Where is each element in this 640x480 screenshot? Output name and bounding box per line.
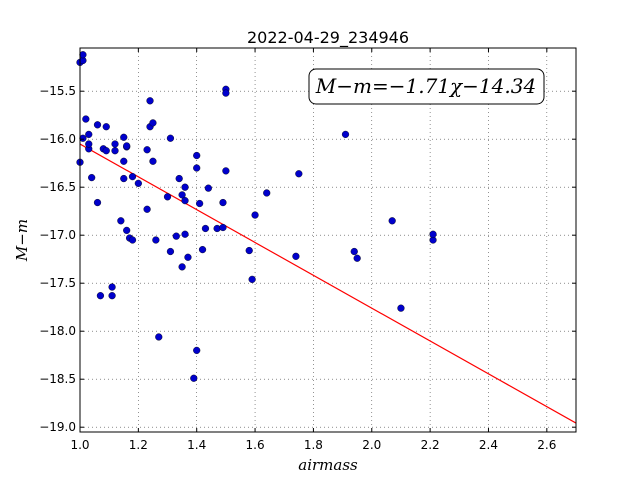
fit-line <box>80 143 576 424</box>
data-point <box>96 292 105 300</box>
y-tick-label: −16.0 <box>39 132 76 146</box>
data-point <box>149 119 157 127</box>
data-point <box>193 151 201 160</box>
data-point <box>102 147 110 155</box>
data-point <box>219 223 227 232</box>
data-point <box>102 123 110 131</box>
data-point <box>172 232 180 240</box>
data-point <box>397 304 405 312</box>
data-point <box>152 236 160 244</box>
x-tick-label: 2.2 <box>421 438 440 452</box>
data-point <box>85 130 93 139</box>
x-tick-label: 1.0 <box>70 438 89 452</box>
data-point <box>353 254 361 262</box>
data-point <box>178 263 186 271</box>
data-point <box>163 193 172 201</box>
y-tick-label: −16.5 <box>39 180 76 194</box>
plot-frame <box>79 47 577 433</box>
data-point <box>120 174 128 183</box>
data-point <box>184 253 192 261</box>
x-tick-label: 1.6 <box>246 438 265 452</box>
data-point <box>204 184 212 192</box>
data-point <box>341 130 350 139</box>
y-tick-label: −18.0 <box>39 324 76 338</box>
data-point <box>93 121 102 129</box>
equation-text: M−m=−1.71χ−14.34 <box>315 74 536 98</box>
data-point <box>193 164 201 172</box>
data-point <box>219 198 227 207</box>
data-point <box>149 157 157 165</box>
data-point <box>79 51 87 59</box>
data-point <box>146 97 154 105</box>
x-tick-label: 2.4 <box>479 438 498 452</box>
data-point <box>295 170 303 178</box>
x-tick-label: 1.2 <box>129 438 148 452</box>
data-point <box>128 236 137 244</box>
data-point <box>198 246 207 254</box>
equation-box <box>308 68 545 105</box>
data-point <box>292 252 300 260</box>
data-point <box>85 140 93 148</box>
data-point <box>123 226 131 235</box>
data-point <box>93 198 102 207</box>
data-point <box>117 217 125 225</box>
data-point <box>166 247 175 256</box>
data-point <box>120 157 128 165</box>
equation-annotation: M−m=−1.71χ−14.34 <box>308 68 545 105</box>
data-point <box>245 246 253 255</box>
data-point <box>123 142 131 150</box>
data-point <box>175 174 183 183</box>
data-point <box>222 89 230 97</box>
x-axis-label: airmass <box>298 456 358 474</box>
data-point <box>178 191 186 199</box>
chart-title: 2022-04-29_234946 <box>247 28 409 48</box>
plot-area: 1.0 1.2 1.4 1.6 1.8 2.0 2.2 2.4 2.6 −15.5 −16.0 −16… <box>39 47 577 452</box>
data-point <box>134 179 142 187</box>
data-point <box>143 146 151 154</box>
data-point <box>111 140 119 148</box>
data-point <box>181 197 189 205</box>
x-tick-label: 2.6 <box>537 438 556 452</box>
data-point <box>196 199 204 208</box>
data-point <box>166 134 175 142</box>
data-point <box>120 133 128 141</box>
x-tick-label: 1.4 <box>187 438 206 452</box>
data-point <box>108 292 116 300</box>
data-point <box>222 167 230 175</box>
data-point <box>181 230 189 238</box>
data-point <box>128 173 137 181</box>
y-tick-label: −18.5 <box>39 372 76 386</box>
y-tick-label: −17.0 <box>39 228 76 242</box>
data-point <box>193 346 201 355</box>
data-point <box>251 211 259 219</box>
data-point <box>350 247 358 256</box>
data-point <box>88 174 96 182</box>
data-point <box>248 275 256 283</box>
y-tick-label: −19.0 <box>39 420 76 434</box>
data-point <box>79 134 87 142</box>
data-point <box>155 333 163 341</box>
data-point <box>143 205 151 213</box>
data-point <box>429 230 437 238</box>
data-point <box>190 374 198 382</box>
data-point <box>181 183 189 191</box>
data-point <box>108 283 116 291</box>
y-tick-label: −15.5 <box>39 84 76 98</box>
data-point <box>388 217 396 225</box>
data-point <box>82 115 90 123</box>
y-axis-label: M−m <box>13 219 31 262</box>
x-tick-label: 2.0 <box>362 438 381 452</box>
data-point <box>111 147 119 155</box>
data-point <box>201 224 210 233</box>
data-point <box>263 189 271 197</box>
y-tick-label: −17.5 <box>39 276 76 290</box>
x-tick-label: 1.8 <box>304 438 323 452</box>
